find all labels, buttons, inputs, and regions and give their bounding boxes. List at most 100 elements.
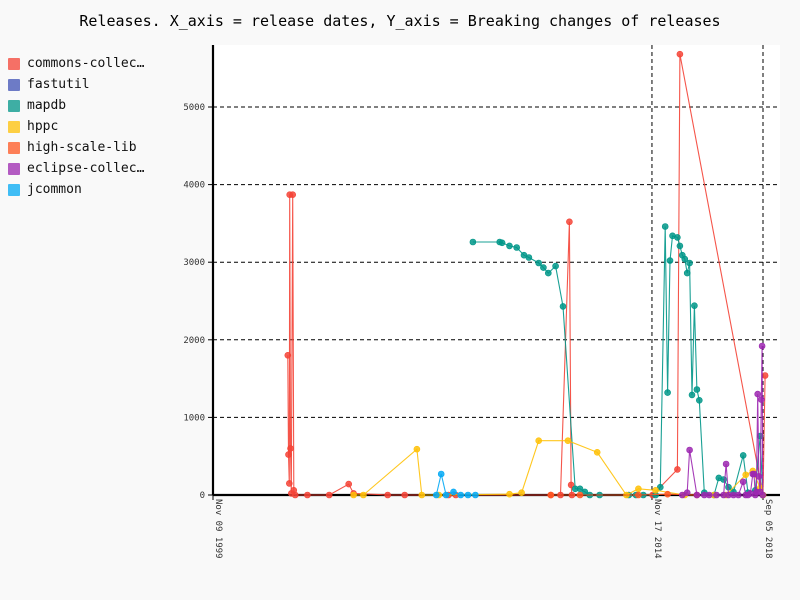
data-point: [457, 491, 465, 499]
data-point: [418, 491, 426, 499]
y-tick-label: 3000: [183, 258, 205, 268]
data-point: [325, 491, 333, 499]
x-tick-label: Sep 05 2018: [763, 499, 773, 559]
legend-swatch: [8, 78, 20, 91]
legend-swatch: [8, 57, 20, 70]
data-point: [544, 269, 552, 277]
data-point: [676, 242, 684, 250]
data-point: [664, 389, 671, 396]
data-point: [686, 446, 693, 454]
data-point: [547, 491, 555, 499]
data-point: [755, 473, 763, 480]
data-point: [674, 466, 681, 473]
data-point: [761, 372, 769, 379]
data-point: [735, 491, 742, 499]
data-point: [757, 396, 765, 403]
data-point: [535, 259, 543, 267]
data-point: [683, 489, 691, 497]
series-6: [678, 342, 767, 499]
data-point: [401, 491, 409, 499]
data-point: [287, 445, 294, 452]
legend-label: mapdb: [27, 98, 67, 113]
legend-item[interactable]: hppc: [8, 116, 144, 137]
data-point: [472, 491, 479, 499]
data-point: [754, 390, 762, 398]
legend-label: high-scale-lib: [27, 140, 137, 155]
legend-item[interactable]: jcommon: [8, 179, 144, 200]
plot-background: [213, 45, 780, 495]
legend: commons-collec… fastutil mapdb hppc high-sca…: [8, 53, 144, 200]
data-point: [345, 480, 353, 488]
series-7: [432, 470, 479, 499]
data-point: [567, 481, 575, 489]
data-point: [695, 396, 703, 404]
data-point: [442, 491, 450, 499]
legend-item[interactable]: commons-collec…: [8, 53, 144, 74]
data-point: [513, 244, 521, 251]
data-point: [693, 386, 701, 393]
data-point: [635, 491, 642, 499]
data-point: [635, 485, 642, 493]
data-point: [652, 486, 659, 494]
legend-label: hppc: [27, 119, 59, 134]
data-point: [518, 489, 525, 497]
data-point: [739, 452, 747, 459]
legend-swatch: [8, 183, 20, 196]
data-point: [656, 483, 664, 491]
y-tick-label: 1000: [183, 413, 205, 423]
legend-label: jcommon: [27, 182, 82, 197]
data-point: [432, 491, 440, 499]
data-point: [535, 437, 543, 445]
data-point: [285, 451, 292, 458]
legend-swatch: [8, 99, 20, 112]
x-tick-label: Nov 17 2014: [652, 499, 662, 559]
data-point: [360, 491, 367, 499]
legend-label: commons-collec…: [27, 56, 145, 71]
data-point: [691, 302, 698, 310]
data-point: [498, 239, 506, 247]
data-point: [758, 342, 766, 350]
data-point: [661, 223, 669, 230]
data-point: [666, 257, 674, 264]
data-point: [525, 254, 533, 261]
data-point: [705, 491, 713, 499]
data-point: [552, 262, 559, 270]
data-point: [693, 491, 701, 499]
data-point: [540, 264, 547, 271]
data-point: [566, 218, 573, 226]
legend-item[interactable]: fastutil: [8, 74, 144, 95]
data-point: [593, 448, 601, 456]
data-point: [664, 490, 671, 498]
data-point: [464, 491, 472, 499]
data-point: [506, 242, 513, 250]
data-point: [739, 478, 747, 486]
data-point: [720, 476, 727, 483]
data-point: [289, 191, 297, 198]
legend-label: fastutil: [27, 77, 90, 92]
legend-item[interactable]: high-scale-lib: [8, 137, 144, 158]
data-point: [291, 491, 299, 499]
data-point: [688, 391, 696, 399]
data-point: [681, 255, 689, 263]
data-point: [285, 480, 293, 487]
data-point: [686, 259, 693, 267]
legend-item[interactable]: eclipse-collec…: [8, 158, 144, 179]
legend-swatch: [8, 120, 20, 133]
legend-swatch: [8, 141, 20, 154]
y-tick-label: 5000: [183, 103, 205, 113]
data-point: [413, 445, 421, 453]
data-point: [722, 460, 730, 468]
data-point: [384, 491, 392, 499]
legend-item[interactable]: mapdb: [8, 95, 144, 116]
data-point: [304, 491, 311, 499]
data-point: [350, 491, 357, 499]
x-tick-label: Nov 09 1999: [213, 499, 223, 559]
data-point: [674, 234, 681, 241]
data-point: [676, 50, 684, 58]
data-point: [450, 488, 457, 496]
data-point: [564, 437, 572, 445]
y-tick-label: 4000: [183, 181, 205, 191]
legend-label: eclipse-collec…: [27, 161, 145, 176]
data-point: [284, 351, 292, 359]
data-point: [759, 491, 767, 499]
